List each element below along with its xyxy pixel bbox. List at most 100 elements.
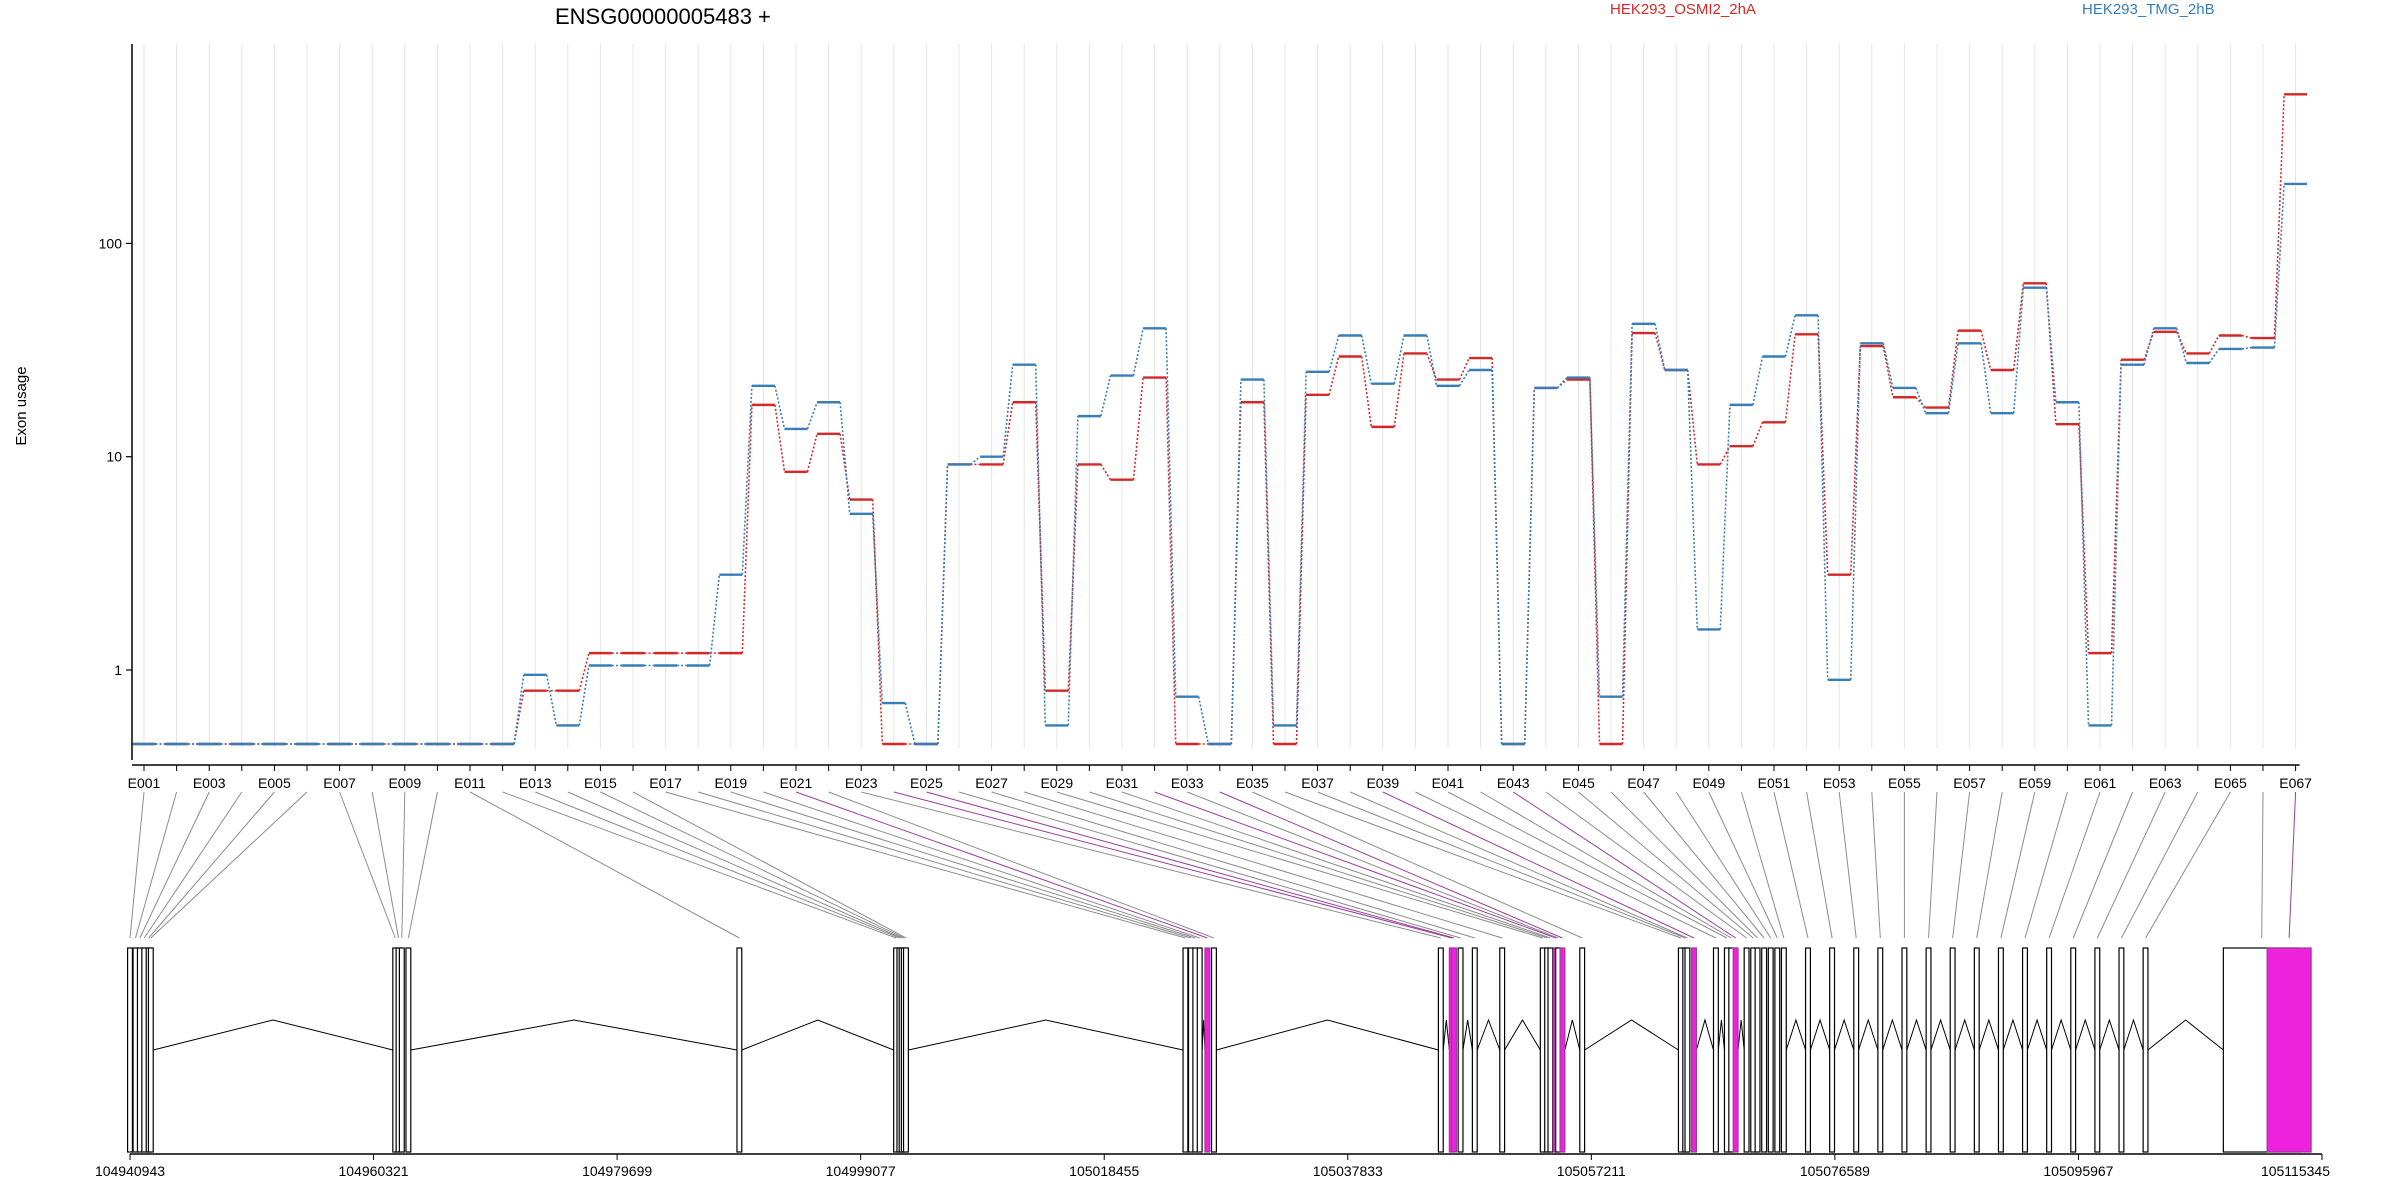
exon-block [2118,947,2125,1153]
coordinate-label: 105095967 [2043,1163,2113,1179]
exon-connector [371,791,400,939]
exon-connector [407,791,438,939]
exon-block [1712,947,1719,1153]
series-2-connector [1034,364,1047,726]
exon-block [1804,947,1811,1153]
exon-connector [958,791,1461,939]
exon-connector [926,791,1455,939]
series-2-connector [2208,348,2220,364]
exon-block [2266,947,2312,1153]
x-tick-label: E051 [1758,775,1791,791]
series-2-connector [1197,696,1210,745]
exon-block [1743,947,1750,1153]
series-1-connector [1458,357,1470,380]
x-tick-label: E017 [649,775,682,791]
series-2-connector [1328,335,1340,373]
series-2-connector [1426,335,1438,386]
exon-connector [893,791,1452,939]
intron-line [1978,1018,1999,1051]
exon-block [1732,947,1739,1153]
series-2-connector [774,385,786,430]
series-2-connector [1752,356,1764,406]
series-2-connector [2110,364,2122,726]
axes: 1 10 100 [99,44,2300,766]
series-1-connector [1621,333,1633,745]
x-tick-label: E035 [1236,775,1269,791]
series-1-connector [1752,421,1764,447]
chart-title: ENSG00000005483 + [555,4,771,29]
gridlines [143,44,2297,748]
series-1-connector [1132,377,1144,480]
series-2-connector [1523,387,1536,745]
exon-block [1767,947,1774,1153]
exon-connector [1089,791,1548,939]
exon-connector [2120,791,2199,939]
exon-block [2046,947,2053,1153]
exon-block [1471,947,1478,1153]
series-2-connector [1360,335,1373,384]
series-2-connector [741,385,753,575]
exon-block [1877,947,1884,1153]
intron-line [1504,1019,1541,1051]
intron-line [1834,1018,1855,1051]
exon-connector [2072,791,2134,939]
intron-line [1476,1018,1501,1051]
exon-connector [1806,791,1833,939]
intron-line [1882,1018,1903,1051]
series-1-connector [1230,402,1242,745]
intron-line [1809,1018,1831,1051]
exon-connector [139,791,210,939]
intron-line [1737,1019,1745,1051]
exon-connector [401,791,406,939]
series-2-connector [2241,346,2252,350]
intron-line [2099,1018,2120,1051]
exon-connector [1610,791,1758,939]
exon-connector [2261,791,2264,939]
series-2-connector [2175,328,2188,364]
exon-connector [148,791,275,939]
y-axis-label: Exon usage [13,366,30,445]
series-1-connector [1426,353,1438,380]
intron-line [1462,1019,1473,1051]
x-tick-label: E041 [1432,775,1465,791]
series-1-connector [1328,356,1340,396]
intron-line [1717,1019,1725,1051]
exon-block [1761,947,1768,1153]
series-1-connector [1589,379,1601,745]
exon-connector [1219,791,1563,939]
exon-connector [134,791,178,939]
x-tick-label: E037 [1301,775,1334,791]
series-2-connector [1458,369,1470,387]
x-tick-label: E063 [2149,775,2182,791]
exon-block [1210,947,1217,1153]
exon-block [1829,947,1836,1153]
x-tick-label: E059 [2018,775,2051,791]
coordinate-label: 104960321 [339,1163,409,1179]
exon-connector-lines [129,791,2297,939]
exon-block [126,947,134,1153]
exon-block [1780,947,1787,1153]
intron-line [1930,1018,1951,1051]
intron-line [410,1019,738,1051]
coordinate-label: 105076589 [1800,1163,1870,1179]
series-1-connector [1980,330,1992,371]
exon-block [2142,947,2149,1153]
series-1-connector [1263,402,1275,745]
exon-connector [535,791,900,939]
x-tick-label: E045 [1562,775,1595,791]
x-tick-label: E033 [1171,775,1204,791]
series-2-connector [2143,328,2155,365]
exon-block [1774,947,1781,1153]
coordinate-label: 105018455 [1069,1163,1139,1179]
series-1-connector [1882,345,1894,398]
exon-block [1973,947,1980,1153]
coordinate-label: 104979699 [582,1163,652,1179]
coordinate-label: 105115345 [2261,1163,2330,1179]
series-2-connector [2078,402,2090,726]
series-layer [132,93,2308,746]
series-1-connector [806,433,818,472]
exon-block [736,947,743,1153]
exon-connector [1350,791,1688,939]
x-tick-label: E025 [910,775,943,791]
exon-block [1559,947,1566,1153]
